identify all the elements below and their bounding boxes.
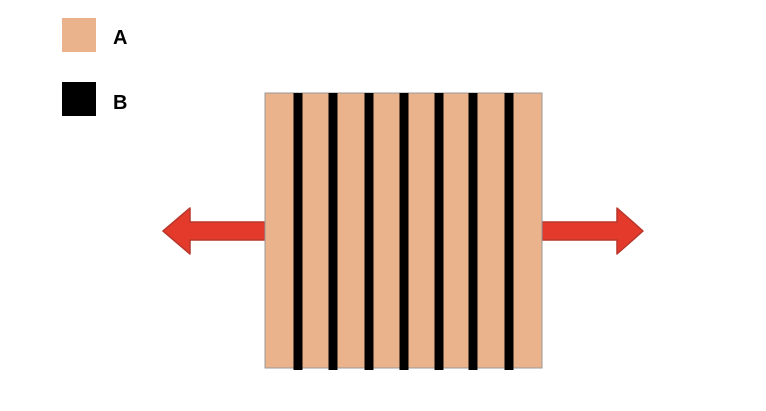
layer-b-5 — [434, 93, 444, 370]
layer-b-1 — [293, 93, 303, 370]
layer-b-3 — [364, 93, 374, 370]
left-arrow — [162, 207, 266, 255]
legend-label-a: A — [113, 27, 128, 49]
legend-label-b: B — [113, 92, 128, 114]
layer-group — [293, 93, 514, 370]
layer-b-4 — [399, 93, 409, 370]
layer-b-2 — [328, 93, 338, 370]
legend-swatch-b — [62, 82, 96, 116]
legend-swatch-a — [62, 18, 96, 52]
layer-b-6 — [468, 93, 478, 370]
layer-b-7 — [504, 93, 514, 370]
right-arrow — [541, 207, 644, 255]
